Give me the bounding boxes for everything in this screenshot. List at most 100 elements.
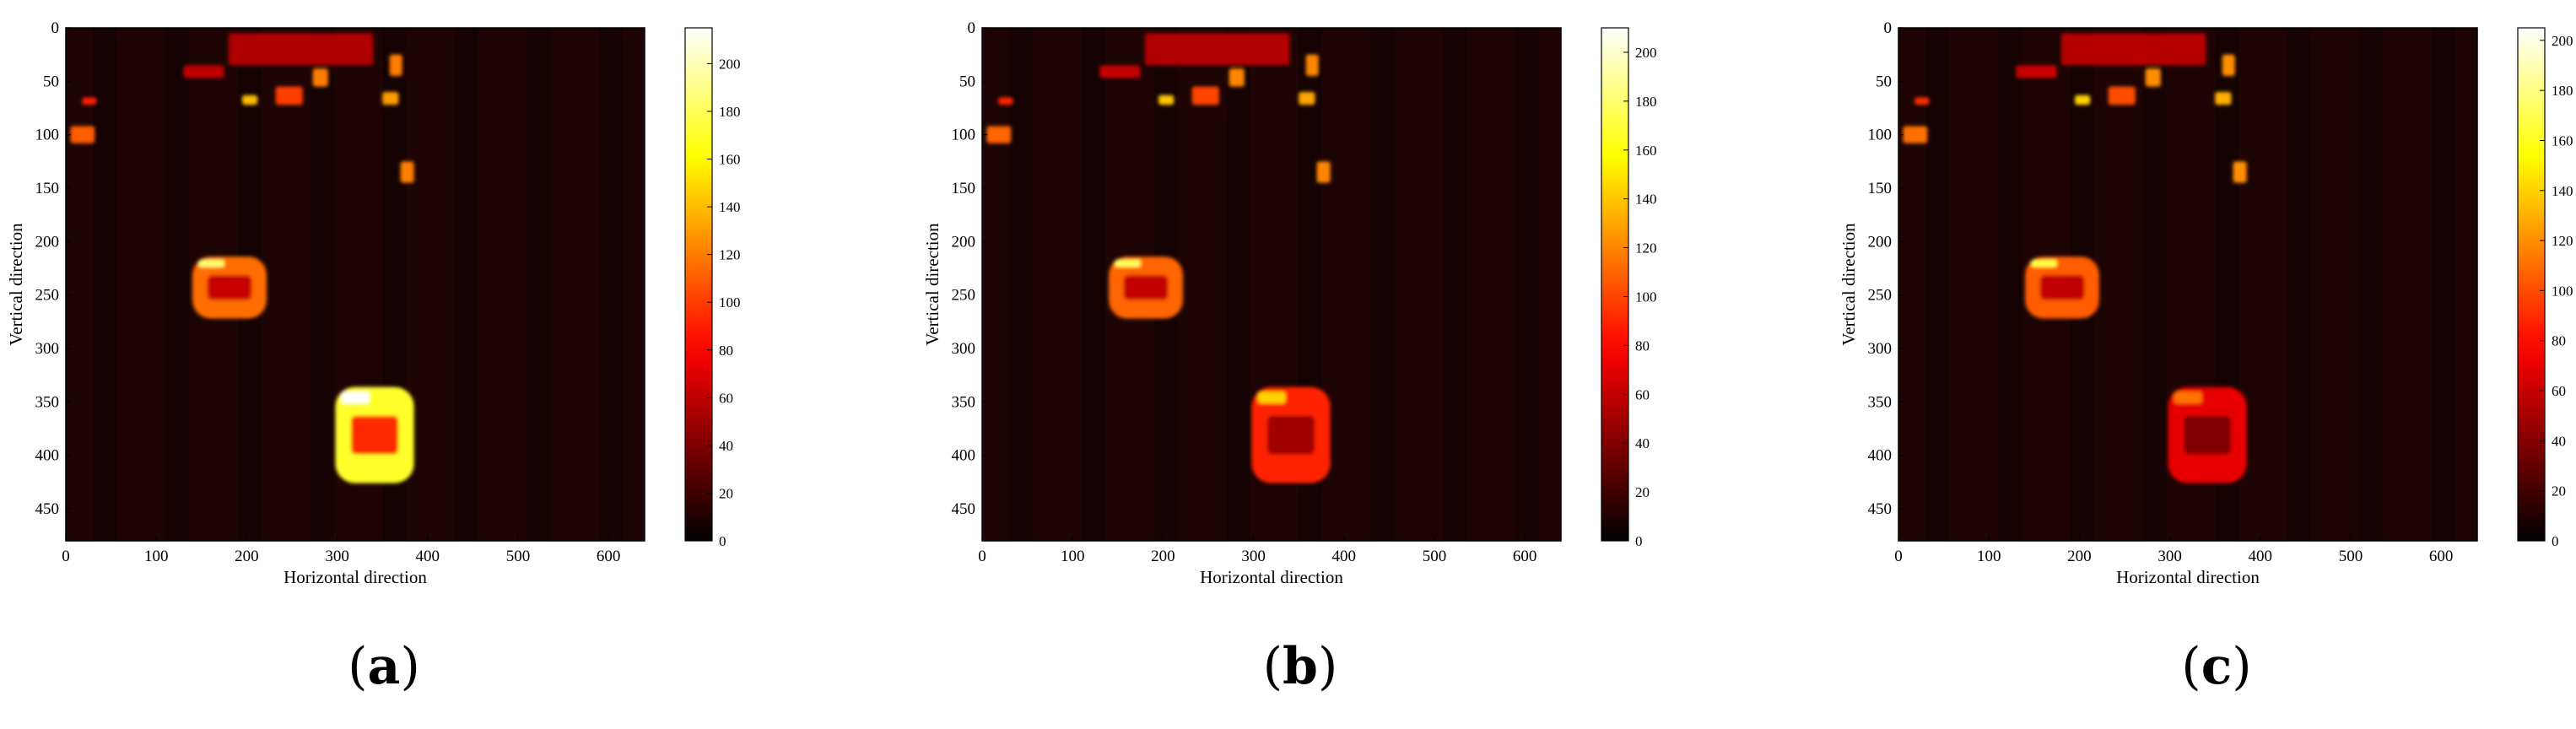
- heat-object-spot-8: [312, 68, 328, 87]
- heat-object-spot-11: [1099, 65, 1141, 78]
- heat-object-car-cabin-2: [351, 415, 399, 455]
- y-tick-label-150: 150: [1868, 180, 1893, 197]
- heat-object-spot-3: [986, 126, 1012, 143]
- y-tick-label-350: 350: [952, 393, 976, 411]
- y-tick-label-400: 400: [35, 447, 60, 465]
- heatmap-band-2: [1081, 28, 1105, 541]
- chart-svg-c: 0 100 200 300 400 500 600050100150200250300350…: [1839, 19, 2573, 587]
- chart-panel-c: 0 100 200 300 400 500 600 0 50 100 150 200 250 300 350…: [1833, 0, 2576, 729]
- heat-object-car-hotspot-1: [198, 259, 224, 267]
- colorbar-tick-label-40: 40: [2552, 433, 2566, 449]
- y-tick-label-200: 200: [35, 233, 60, 251]
- plot-frame: [65, 27, 645, 542]
- heatmap-band-4: [1226, 28, 1250, 541]
- colorbar-tick-label-60: 60: [2552, 383, 2566, 399]
- x-tick-label-500: 500: [506, 548, 531, 565]
- x-tick-label-400: 400: [416, 548, 440, 565]
- colorbar: [684, 27, 713, 542]
- x-tick-label-400: 400: [1332, 548, 1357, 565]
- heatmap-band-6: [454, 28, 478, 541]
- y-tick-label-400: 400: [952, 447, 976, 465]
- heat-object-spot-5: [998, 97, 1013, 105]
- colorbar-tick-label-20: 20: [2552, 483, 2566, 500]
- x-tick-label-300: 300: [2157, 548, 2182, 565]
- colorbar-tick-label-180: 180: [719, 104, 741, 120]
- x-tick-label-500: 500: [2339, 548, 2363, 565]
- y-axis-title: Vertical direction: [922, 223, 942, 346]
- heat-object-spot-10: [2222, 54, 2235, 76]
- colorbar-tick-label-140: 140: [719, 199, 741, 215]
- colorbar-tick-label-80: 80: [1635, 338, 1650, 354]
- plot-frame: [981, 27, 1562, 542]
- y-tick-label-100: 100: [35, 127, 60, 144]
- x-axis-title: Horizontal direction: [2116, 567, 2260, 587]
- heatmap-band-6: [2287, 28, 2311, 541]
- heatmap-band-1: [1925, 28, 1950, 541]
- x-axis-title: Horizontal direction: [1200, 567, 1343, 587]
- x-tick-label-0: 0: [978, 548, 986, 565]
- x-tick-label-300: 300: [325, 548, 349, 565]
- heat-object-spot-3: [70, 126, 95, 143]
- colorbar-tick-label-160: 160: [2552, 132, 2573, 148]
- colorbar: [1601, 27, 1629, 542]
- heat-object-spot-10: [1305, 54, 1319, 76]
- colorbar-tick-label-0: 0: [2552, 533, 2559, 549]
- colorbar-tick-label-0: 0: [1635, 533, 1643, 549]
- y-tick-label-200: 200: [952, 233, 976, 251]
- heat-object-spot-7: [2108, 86, 2136, 105]
- x-tick-label-0: 0: [62, 548, 70, 565]
- heat-object-spot-10: [389, 54, 402, 76]
- colorbar-tick-label-200: 200: [719, 56, 741, 72]
- heatmap-band-8: [599, 28, 624, 541]
- colorbar-tick-label-140: 140: [1635, 192, 1657, 208]
- heat-object-car-cabin-1: [207, 275, 252, 300]
- heat-object-spot-9: [2215, 92, 2232, 105]
- x-tick-label-100: 100: [144, 548, 169, 565]
- heatmap-objects: [986, 33, 1331, 483]
- y-tick-label-0: 0: [51, 19, 60, 37]
- x-tick-label-400: 400: [2249, 548, 2273, 565]
- heat-object-car-cabin-1: [2039, 275, 2085, 300]
- heat-object-spot-12: [1144, 33, 1290, 66]
- heat-object-spot-6: [242, 94, 258, 105]
- heatmap-objects: [1903, 33, 2247, 483]
- plot-frame: [1898, 27, 2478, 542]
- heat-object-spot-9: [382, 92, 399, 105]
- x-tick-label-600: 600: [597, 548, 621, 565]
- colorbar-tick-label-20: 20: [719, 485, 733, 501]
- y-tick-label-350: 350: [35, 393, 60, 411]
- heat-object-spot-6: [1158, 94, 1175, 105]
- x-tick-label-300: 300: [1241, 548, 1266, 565]
- y-tick-label-0: 0: [1884, 19, 1893, 37]
- heatmap-band-7: [2359, 28, 2384, 541]
- panel-caption-a: (a): [348, 637, 420, 696]
- colorbar-tick-label-100: 100: [719, 294, 741, 310]
- y-tick-label-450: 450: [35, 500, 60, 518]
- heat-object-car-cabin-2: [2184, 415, 2232, 455]
- y-tick-label-400: 400: [1868, 447, 1893, 465]
- heat-object-car-hotspot-1: [1115, 259, 1141, 267]
- panel-caption-letter: c: [2201, 637, 2233, 696]
- heat-object-spot-12: [228, 33, 374, 66]
- heat-object-car-hotspot-2: [1257, 392, 1286, 403]
- colorbar-tick-label-80: 80: [2552, 333, 2566, 349]
- colorbar-tick-label-40: 40: [1635, 435, 1650, 451]
- y-axis-title: Vertical direction: [6, 223, 26, 346]
- y-tick-label-450: 450: [952, 500, 976, 518]
- heat-object-car-cabin-2: [1267, 415, 1315, 455]
- colorbar-tick-label-160: 160: [1635, 143, 1657, 159]
- heatmap-band-7: [527, 28, 551, 541]
- x-tick-label-600: 600: [2429, 548, 2454, 565]
- colorbar-tick-label-160: 160: [719, 152, 741, 168]
- heat-object-spot-3: [1903, 126, 1928, 143]
- panel-caption-letter: b: [1283, 637, 1318, 696]
- y-tick-label-250: 250: [1868, 287, 1893, 305]
- panel-caption-b: (b): [1262, 637, 1338, 696]
- heat-object-car-cabin-1: [1123, 275, 1169, 300]
- heatmap-band-7: [1443, 28, 1467, 541]
- colorbar-tick-label-60: 60: [719, 390, 733, 406]
- heatmap-band-8: [1515, 28, 1540, 541]
- x-tick-label-600: 600: [1513, 548, 1537, 565]
- heat-object-car-hotspot-2: [2174, 392, 2202, 403]
- colorbar-tick-label-100: 100: [2552, 283, 2573, 299]
